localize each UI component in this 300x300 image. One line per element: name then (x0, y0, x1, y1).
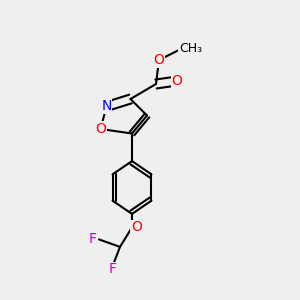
Text: N: N (101, 100, 112, 113)
Text: O: O (172, 74, 182, 88)
Text: F: F (109, 262, 116, 276)
Text: O: O (154, 53, 164, 67)
Text: O: O (131, 220, 142, 234)
Text: CH₃: CH₃ (179, 41, 202, 55)
Text: F: F (89, 232, 97, 246)
Text: O: O (95, 122, 106, 136)
